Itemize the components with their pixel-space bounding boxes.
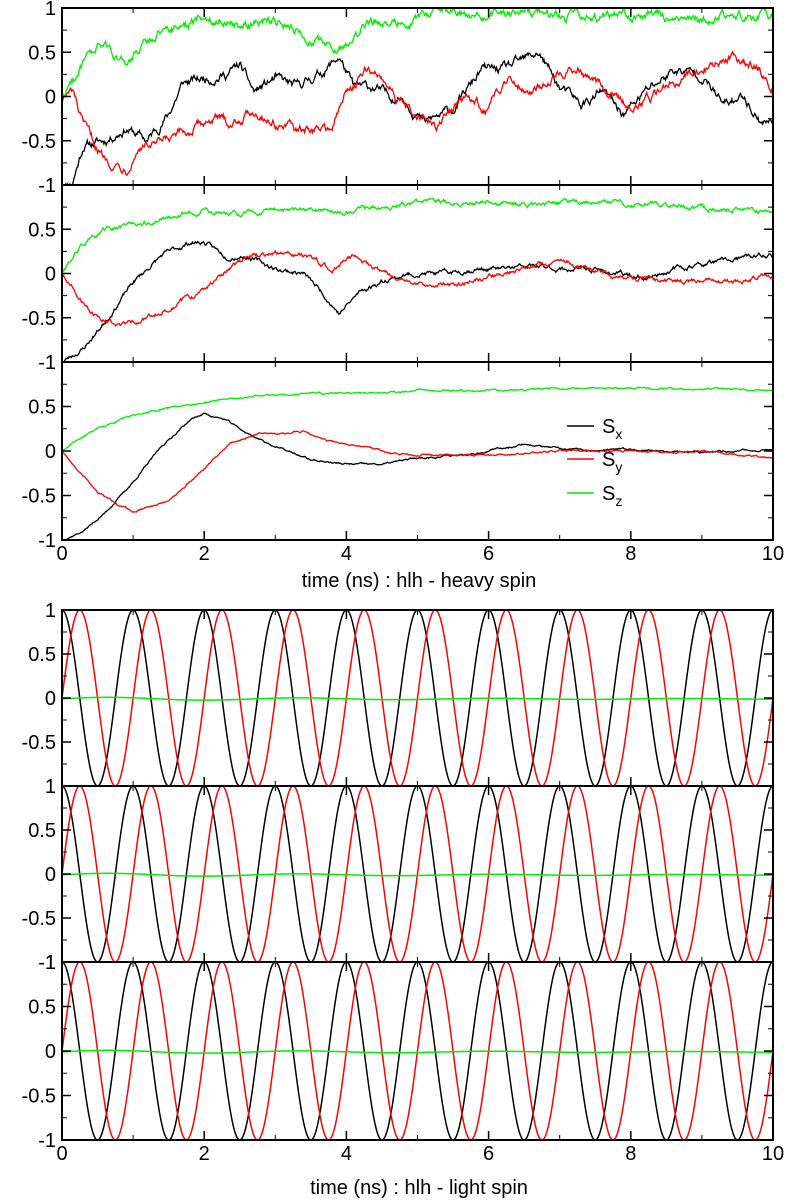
series-sz-line [62,386,773,452]
y-tick-label: 0 [45,688,56,710]
panel-light-3: -1-0.500.510 2 4 6 8 10 [22,952,785,1165]
panel-frame [61,7,774,186]
y-tick-label: 0 [45,87,56,109]
panel-heavy-1: -1 -0.5 0 0.5 1 [22,0,774,197]
panel-series [62,962,773,1140]
y-tick-label: -1 [38,530,56,552]
panel-series [62,786,773,962]
y-tick-label: 0.5 [28,397,56,419]
panel-light-2: -1 -0.5 0 0.5 1 [22,776,774,974]
y-tick-label: 0 [45,441,56,463]
series-sx-line [62,51,773,185]
y-tick-label: -0.5 [22,486,56,508]
chart-legend: Sx Sy Sz [567,416,622,509]
panel-series [62,386,773,540]
x-tick-label: 8 [625,543,636,565]
y-tick-label: 0.5 [28,219,56,241]
light-spin-xlabel: time (ns) : hlh - light spin [310,1177,528,1199]
series-sz-line [62,872,773,877]
y-tick-label: 1 [45,0,56,20]
legend-entry-sz: Sz [567,483,622,509]
x-tick-label: 0 [56,543,67,565]
panel-heavy-2: -1 -0.5 0 0.5 [22,184,774,374]
y-tick-label: 0 [45,864,56,886]
y-tick-label: -1 [38,175,56,197]
y-tick-label: -1 [38,352,56,374]
series-sz-line [62,197,773,274]
x-tick-label: 6 [483,543,494,565]
legend-entry-sy: Sy [567,449,622,475]
x-tick-label: 6 [483,1143,494,1165]
series-sy-line [62,962,773,1140]
y-tick-label: 0.5 [28,997,56,1019]
x-tick-label: 0 [56,1143,67,1165]
x-tick-label: 2 [199,1143,210,1165]
series-sy-line [62,786,773,962]
x-tick-label: 2 [199,543,210,565]
series-sz-line [62,8,773,99]
x-tick-label: 4 [341,1143,352,1165]
y-tick-label: -0.5 [22,732,56,754]
panel-series [62,8,773,185]
x-tick-label: 10 [762,1143,784,1165]
series-sz-line [62,1049,773,1054]
series-sx-line [62,610,773,786]
y-tick-label: -0.5 [22,308,56,330]
series-sy-line [62,430,773,514]
x-tick-label: 10 [762,543,784,565]
y-tick-label: 0 [45,264,56,286]
panel-series [62,610,773,786]
x-tick-label: 8 [625,1143,636,1165]
y-tick-label: 0.5 [28,820,56,842]
series-sx-line [62,240,773,362]
y-tick-label: 1 [45,600,56,622]
y-tick-label: -0.5 [22,908,56,930]
series-sx-line [62,412,773,540]
x-tick-label: 4 [341,543,352,565]
panels-layer: -1-0.500.51-1-0.500.5-1-0.500.50 2 4 6 8 10-0… [22,0,785,1165]
panel-series [62,197,773,362]
panel-light-1: -0.5 0 0.5 1 [22,600,774,787]
y-tick-label: -0.5 [22,1086,56,1108]
y-tick-label: 1 [45,776,56,798]
y-tick-label: 0.5 [28,644,56,666]
y-tick-label: 1 [45,952,56,974]
y-tick-label: 0 [45,1041,56,1063]
series-sz-line [62,696,773,701]
y-tick-label: 0.5 [28,42,56,64]
series-sy-line [62,610,773,786]
legend-label-sx: Sx [602,416,622,442]
legend-label-sy: Sy [602,449,622,475]
series-sx-line [62,962,773,1140]
y-tick-label: -0.5 [22,131,56,153]
panel-heavy-3: -1 -0.5 0 0.5 0 2 4 6 8 10 [22,361,784,565]
heavy-spin-xlabel: time (ns) : hlh - heavy spin [302,570,537,592]
series-sy-line [62,249,773,327]
y-tick-label: -1 [38,952,56,974]
y-tick-label: -1 [38,1130,56,1152]
series-sy-line [62,50,773,177]
legend-label-sz: Sz [602,483,622,509]
series-sx-line [62,786,773,962]
legend-entry-sx: Sx [567,416,622,442]
